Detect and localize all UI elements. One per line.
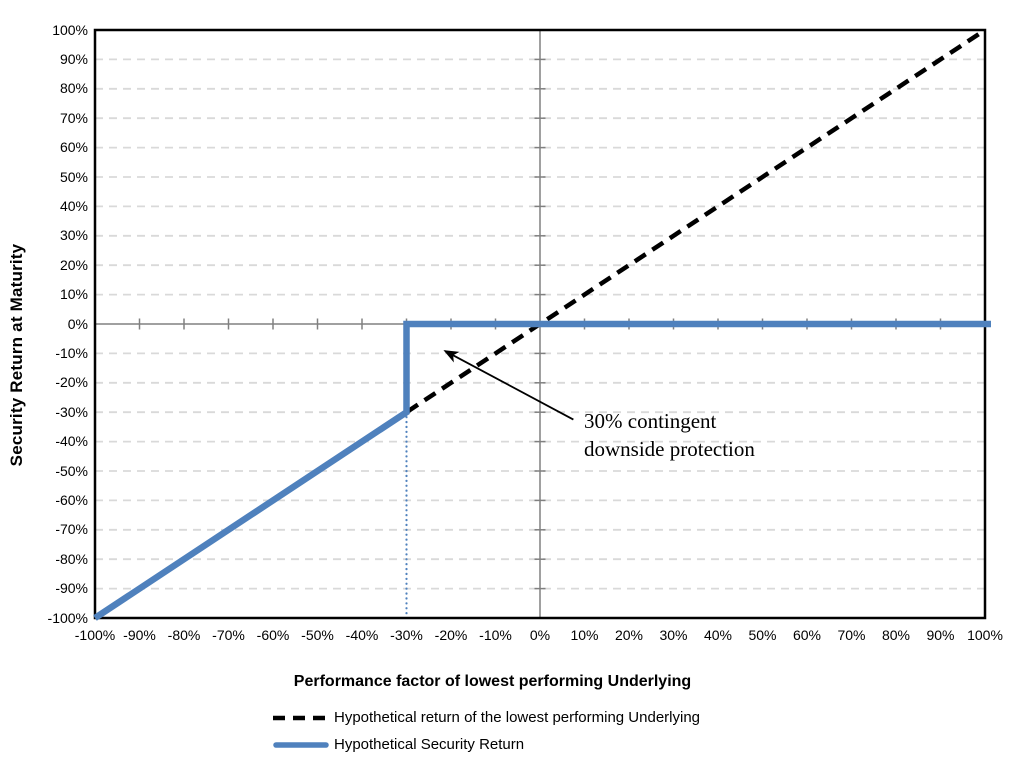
x-tick-label: -80% xyxy=(167,627,201,643)
y-tick-label: -100% xyxy=(47,609,88,626)
x-tick-label: 90% xyxy=(926,627,955,643)
y-tick-label: 90% xyxy=(59,50,88,67)
annotation-text: 30% contingent downside protection xyxy=(584,407,755,463)
x-tick-label: 40% xyxy=(703,627,733,643)
y-tick-label: -50% xyxy=(55,462,88,479)
series-security-line xyxy=(93,320,991,621)
data-series-lines xyxy=(93,28,991,621)
y-tick-label: -10% xyxy=(55,344,88,361)
x-tick-label: -90% xyxy=(123,627,156,643)
x-tick-label: 80% xyxy=(881,627,911,643)
legend-label-underlying: Hypothetical return of the lowest perfor… xyxy=(334,709,701,726)
y-tick-label: 60% xyxy=(59,139,88,156)
legend-row-security: Hypothetical Security Return xyxy=(273,731,700,758)
y-tick-label: -90% xyxy=(55,580,88,597)
y-tick-label: 0% xyxy=(67,315,88,332)
x-tick-label: -40% xyxy=(345,627,379,643)
x-tick-label: -20% xyxy=(434,627,468,643)
x-tick-label: -70% xyxy=(212,627,245,643)
x-axis-title: Performance factor of lowest performing … xyxy=(293,673,692,690)
y-tick-label: 100% xyxy=(52,21,88,38)
x-tick-label: -50% xyxy=(301,627,334,643)
annotation-arrow-line xyxy=(443,350,574,421)
x-tick-label: 20% xyxy=(614,627,644,643)
annotation-line-1: 30% contingent xyxy=(584,409,717,433)
y-tick-label: -80% xyxy=(55,550,88,567)
legend-dashed-line-icon xyxy=(273,715,329,720)
y-tick-label: 70% xyxy=(59,109,88,126)
x-tick-label: 10% xyxy=(570,627,599,643)
x-tick-label: 30% xyxy=(659,627,688,643)
legend-solid-line-icon xyxy=(273,741,329,748)
y-tick-label: 10% xyxy=(59,286,88,303)
chart-legend: Hypothetical return of the lowest perfor… xyxy=(273,704,700,758)
y-tick-label: -60% xyxy=(55,491,88,508)
x-tick-label: -10% xyxy=(479,627,512,643)
annotation-line-2: downside protection xyxy=(584,437,755,461)
x-tick-label: 60% xyxy=(792,627,822,643)
y-tick-label: -20% xyxy=(55,374,88,391)
y-tick-label: 30% xyxy=(59,227,88,244)
x-tick-label: 50% xyxy=(748,627,777,643)
annotation-arrow xyxy=(443,350,574,421)
legend-label-security: Hypothetical Security Return xyxy=(334,736,525,753)
y-tick-label: 20% xyxy=(59,256,88,273)
y-tick-label: -70% xyxy=(55,521,88,538)
y-tick-label: 80% xyxy=(59,80,88,97)
y-tick-label: -30% xyxy=(55,403,88,420)
legend-row-underlying: Hypothetical return of the lowest perfor… xyxy=(273,704,700,731)
x-tick-label: -60% xyxy=(256,627,290,643)
x-tick-label: 70% xyxy=(837,627,866,643)
x-tick-label: 0% xyxy=(529,627,551,643)
y-tick-label: 50% xyxy=(59,168,88,185)
y-tick-label: 40% xyxy=(59,197,88,214)
y-tick-label: -40% xyxy=(55,433,88,450)
x-tick-label: 100% xyxy=(967,627,1003,643)
x-tick-label: -30% xyxy=(390,627,423,643)
x-tick-label: -100% xyxy=(74,627,116,643)
